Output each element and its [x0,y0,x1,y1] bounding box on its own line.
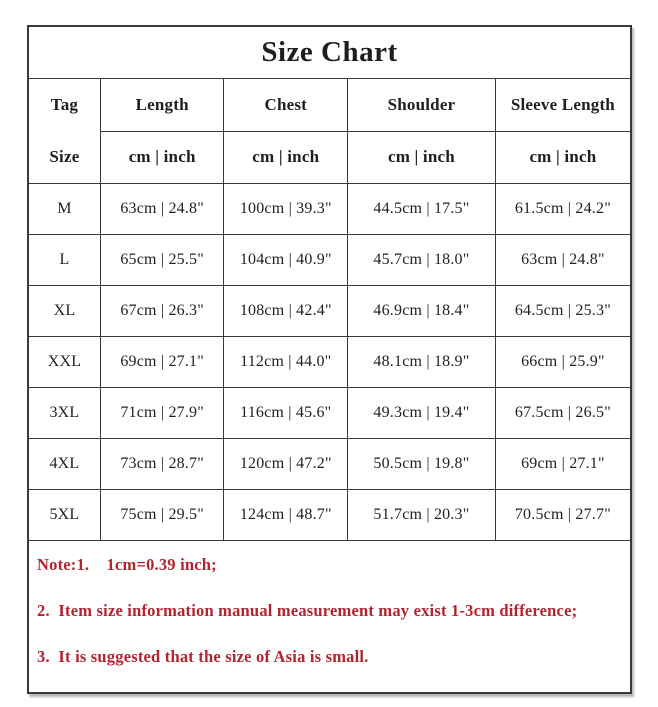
unit-row: cm | inch cm | inch cm | inch cm | inch [28,130,632,184]
sleeve-cell: 67.5cm | 26.5" [494,387,632,439]
size-tag-cell: 3XL [27,387,101,439]
sleeve-cell: 70.5cm | 27.7" [494,489,632,541]
shoulder-cell: 48.1cm | 18.9" [347,336,496,388]
shoulder-cell: 51.7cm | 20.3" [347,489,496,541]
chest-cell: 116cm | 45.6" [223,387,349,439]
column-header-shoulder: Shoulder [347,78,496,132]
size-tag-cell: 5XL [27,489,101,541]
sleeve-cell: 64.5cm | 25.3" [494,285,632,337]
shoulder-cell: 49.3cm | 19.4" [347,387,496,439]
notes-row: Note:1. 1cm=0.39 inch; 2. Item size info… [27,540,632,694]
table-row-l: L 65cm | 25.5" 104cm | 40.9" 45.7cm | 18… [27,234,632,286]
title-row: Size Chart [27,25,632,79]
chest-cell: 124cm | 48.7" [223,489,349,541]
length-cell: 69cm | 27.1" [99,336,225,388]
size-tag-cell: M [27,183,101,235]
note-line-3: 3. It is suggested that the size of Asia… [37,646,369,666]
notes-cell: Note:1. 1cm=0.39 inch; 2. Item size info… [27,540,632,694]
table-row-5xl: 5XL 75cm | 29.5" 124cm | 48.7" 51.7cm | … [27,489,632,541]
shoulder-cell: 45.7cm | 18.0" [347,234,496,286]
tag-label-line2: Size [49,147,80,166]
shoulder-cell: 44.5cm | 17.5" [347,183,496,235]
note-line-1: Note:1. 1cm=0.39 inch; [37,555,217,574]
length-cell: 67cm | 26.3" [99,285,225,337]
page-title: Size Chart [27,25,632,79]
table-row-3xl: 3XL 71cm | 27.9" 116cm | 45.6" 49.3cm | … [27,387,632,439]
sleeve-cell: 63cm | 24.8" [494,234,632,286]
sleeve-cell: 66cm | 25.9" [494,336,632,388]
table-row-xxl: XXL 69cm | 27.1" 112cm | 44.0" 48.1cm | … [27,336,632,388]
sleeve-cell: 61.5cm | 24.2" [494,183,632,235]
size-tag-cell: L [27,234,101,286]
unit-label-shoulder: cm | inch [347,130,496,184]
unit-label-sleeve-length: cm | inch [494,130,632,184]
shoulder-cell: 50.5cm | 19.8" [347,438,496,490]
length-cell: 75cm | 29.5" [99,489,225,541]
size-tag-cell: XXL [27,336,101,388]
length-cell: 71cm | 27.9" [99,387,225,439]
column-header-sleeve-length: Sleeve Length [494,78,632,132]
column-header-chest: Chest [223,78,349,132]
table-row-m: M 63cm | 24.8" 100cm | 39.3" 44.5cm | 17… [27,183,632,235]
table-row-xl: XL 67cm | 26.3" 108cm | 42.4" 46.9cm | 1… [27,285,632,337]
length-cell: 63cm | 24.8" [99,183,225,235]
size-tag-cell: XL [27,285,101,337]
unit-label-chest: cm | inch [223,130,349,184]
chest-cell: 112cm | 44.0" [223,336,349,388]
size-tag-cell: 4XL [27,438,101,490]
column-header-tag-size: Tag Size [27,78,101,184]
chest-cell: 120cm | 47.2" [223,438,349,490]
note-line-2: 2. Item size information manual measurem… [37,600,578,620]
column-header-length: Length [99,78,225,132]
shoulder-cell: 46.9cm | 18.4" [347,285,496,337]
table-row-4xl: 4XL 73cm | 28.7" 120cm | 47.2" 50.5cm | … [27,438,632,490]
length-cell: 65cm | 25.5" [99,234,225,286]
unit-label-length: cm | inch [99,130,225,184]
size-chart-table: Size Chart Tag Size Length Chest Shoulde… [27,25,632,695]
chest-cell: 100cm | 39.3" [223,183,349,235]
sleeve-cell: 69cm | 27.1" [494,438,632,490]
chest-cell: 108cm | 42.4" [223,285,349,337]
header-row: Tag Size Length Chest Shoulder Sleeve Le… [27,78,632,184]
length-cell: 73cm | 28.7" [99,438,225,490]
chest-cell: 104cm | 40.9" [223,234,349,286]
tag-label-line1: Tag [50,95,79,114]
